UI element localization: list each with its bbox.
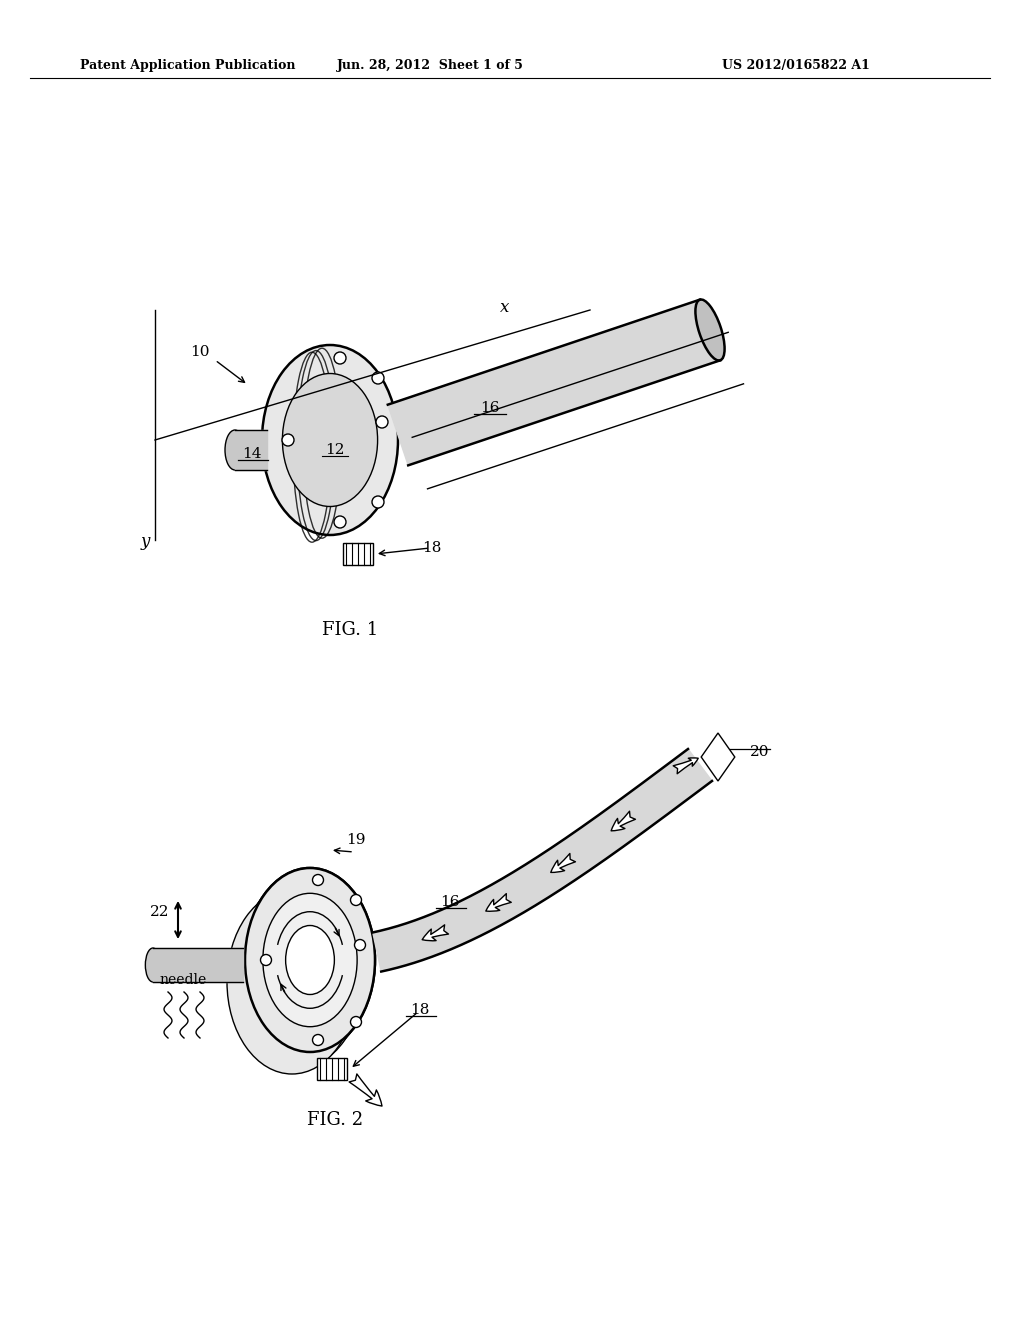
Ellipse shape	[233, 884, 362, 1068]
Polygon shape	[153, 948, 243, 982]
Text: x: x	[501, 300, 510, 317]
Text: 19: 19	[346, 833, 366, 847]
Ellipse shape	[227, 890, 357, 1074]
Text: 10: 10	[190, 345, 210, 359]
Text: US 2012/0165822 A1: US 2012/0165822 A1	[722, 58, 870, 71]
Polygon shape	[234, 430, 267, 470]
Polygon shape	[701, 733, 735, 781]
Ellipse shape	[145, 948, 161, 982]
Circle shape	[372, 496, 384, 508]
Text: 16: 16	[440, 895, 460, 909]
Ellipse shape	[286, 925, 335, 994]
Circle shape	[312, 1035, 324, 1045]
Text: 18: 18	[411, 1003, 430, 1016]
Ellipse shape	[225, 430, 245, 470]
Polygon shape	[388, 300, 720, 466]
Circle shape	[312, 874, 324, 886]
Ellipse shape	[695, 300, 725, 360]
Text: Jun. 28, 2012  Sheet 1 of 5: Jun. 28, 2012 Sheet 1 of 5	[337, 58, 523, 71]
Text: 20: 20	[751, 744, 770, 759]
Text: needle: needle	[160, 973, 207, 987]
Circle shape	[350, 895, 361, 906]
Text: 18: 18	[422, 541, 441, 554]
Circle shape	[334, 352, 346, 364]
Circle shape	[334, 516, 346, 528]
Text: 16: 16	[480, 401, 500, 414]
Text: Patent Application Publication: Patent Application Publication	[80, 58, 296, 71]
Ellipse shape	[239, 876, 369, 1060]
Circle shape	[376, 416, 388, 428]
Circle shape	[260, 954, 271, 965]
FancyBboxPatch shape	[317, 1059, 347, 1080]
Text: FIG. 1: FIG. 1	[322, 620, 378, 639]
Polygon shape	[373, 748, 712, 972]
Text: y: y	[140, 533, 150, 550]
Text: FIG. 2: FIG. 2	[307, 1111, 364, 1129]
Circle shape	[354, 940, 366, 950]
Text: 12: 12	[326, 444, 345, 457]
FancyBboxPatch shape	[343, 543, 373, 565]
Circle shape	[350, 1016, 361, 1027]
Ellipse shape	[245, 869, 375, 1052]
Ellipse shape	[262, 345, 398, 535]
Text: 22: 22	[151, 906, 170, 919]
Circle shape	[372, 372, 384, 384]
Text: 14: 14	[243, 447, 262, 461]
Circle shape	[282, 434, 294, 446]
Ellipse shape	[263, 894, 357, 1027]
Ellipse shape	[283, 374, 378, 507]
